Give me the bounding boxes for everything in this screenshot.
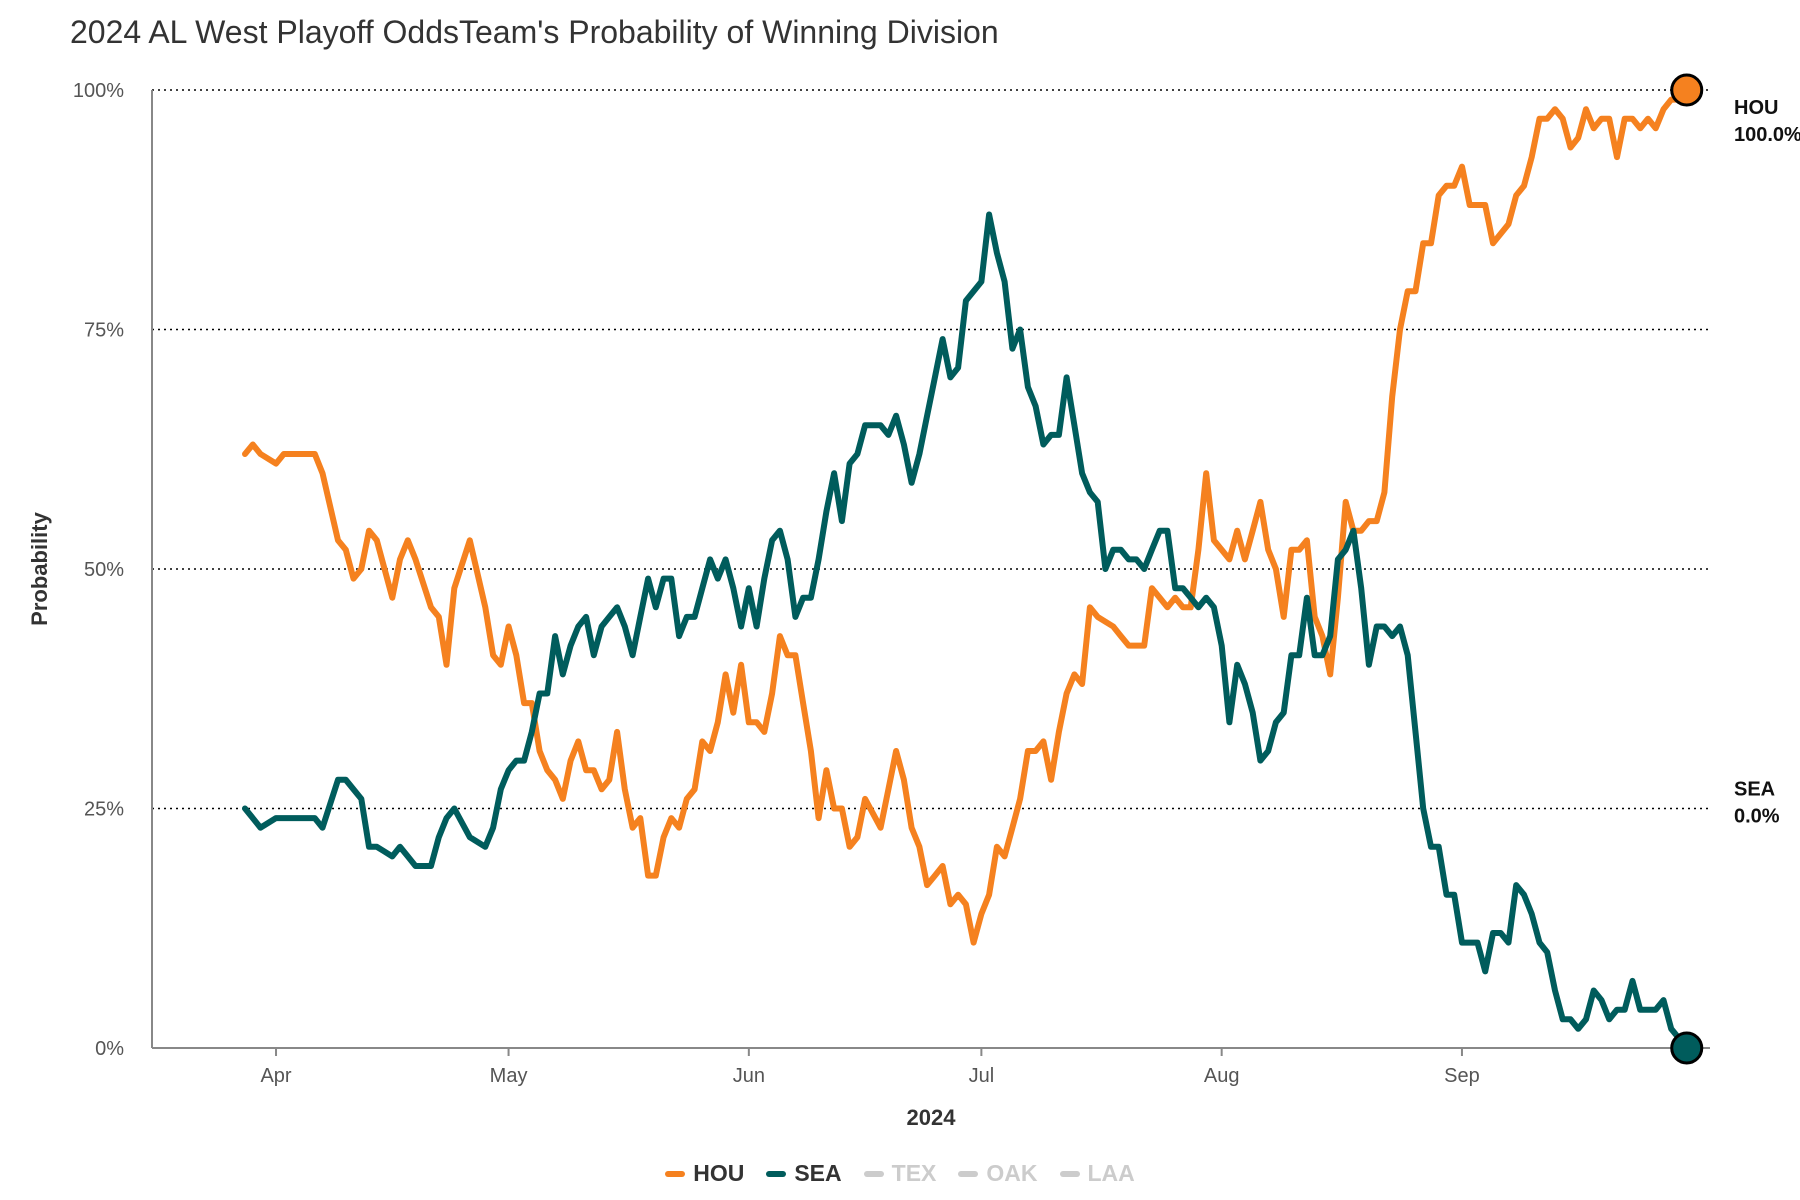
y-tick-label: 25%: [84, 799, 124, 821]
legend-label: OAK: [986, 1160, 1038, 1186]
x-tick-label: Jun: [733, 1065, 765, 1087]
y-axis-title: Probability: [27, 511, 52, 625]
chart-title: 2024 AL West Playoff OddsTeam's Probabil…: [70, 14, 999, 50]
legend: HOU SEA TEX OAK LAA: [0, 1160, 1800, 1187]
y-tick-label: 100%: [73, 80, 124, 102]
legend-label: HOU: [693, 1160, 745, 1186]
legend-label: SEA: [794, 1160, 842, 1186]
x-tick-label: Aug: [1204, 1065, 1240, 1087]
legend-item-hou[interactable]: HOU: [665, 1160, 744, 1187]
end-marker-sea: [1670, 1031, 1704, 1065]
end-label-value-sea: 0.0%: [1734, 806, 1780, 828]
legend-swatch: [863, 1170, 884, 1177]
x-axis-title: 2024: [907, 1105, 957, 1130]
legend-item-oak[interactable]: OAK: [958, 1160, 1038, 1187]
series-line-hou: [242, 87, 1690, 946]
legend-item-laa[interactable]: LAA: [1059, 1160, 1135, 1187]
y-tick-label: 75%: [84, 320, 124, 342]
legend-swatch: [958, 1170, 979, 1177]
legend-item-sea[interactable]: SEA: [766, 1160, 842, 1187]
legend-swatch: [1059, 1170, 1080, 1177]
x-tick-label: May: [490, 1065, 528, 1087]
x-tick-label: Apr: [260, 1065, 291, 1087]
end-label-team-sea: SEA: [1734, 779, 1775, 801]
series-line-sea: [242, 211, 1690, 1051]
x-tick-label: Jul: [969, 1065, 995, 1087]
x-tick-label: Sep: [1444, 1065, 1480, 1087]
legend-swatch: [665, 1170, 686, 1177]
legend-label: LAA: [1087, 1160, 1135, 1186]
legend-item-tex[interactable]: TEX: [863, 1160, 937, 1187]
end-label-team-hou: HOU: [1734, 97, 1778, 119]
legend-label: TEX: [891, 1160, 937, 1186]
end-label-value-hou: 100.0%: [1734, 124, 1800, 146]
end-marker-hou: [1670, 73, 1704, 107]
legend-swatch: [766, 1170, 787, 1177]
y-tick-label: 0%: [95, 1038, 124, 1060]
y-tick-label: 50%: [84, 559, 124, 581]
